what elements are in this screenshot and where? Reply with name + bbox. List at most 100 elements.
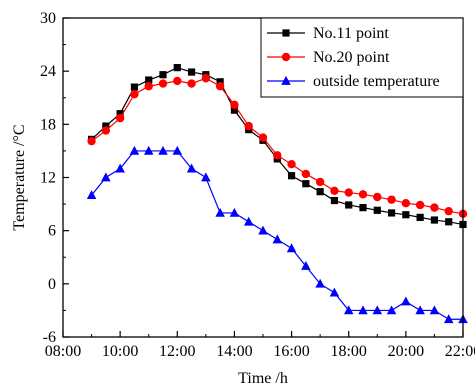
legend-item: outside temperature [267, 73, 440, 90]
x-tick-label: 18:00 [330, 343, 366, 360]
data-point [230, 106, 239, 114]
data-point [430, 216, 439, 224]
legend-marker [282, 29, 290, 37]
legend-label: No.20 point [313, 49, 390, 66]
data-point [401, 296, 411, 306]
series-2 [87, 74, 468, 219]
data-point [101, 126, 111, 135]
y-tick-label: 12 [40, 170, 56, 187]
axes: 08:00 10:00 12:00 14:00 16:00 18:00 20:00 22:00… [40, 10, 475, 360]
data-point [215, 207, 225, 217]
data-point [201, 172, 211, 182]
data-point [187, 68, 196, 76]
data-point [244, 121, 253, 131]
data-point [173, 76, 182, 86]
legend-marker [281, 75, 291, 85]
x-axis-title: Time /h [238, 370, 288, 387]
data-point [344, 188, 353, 197]
data-point [302, 180, 310, 188]
data-point [201, 74, 211, 83]
data-point [301, 261, 311, 270]
data-point [129, 145, 140, 155]
data-point [86, 190, 97, 200]
data-point [429, 305, 440, 315]
data-point [102, 122, 110, 130]
data-point [145, 76, 153, 84]
data-point [359, 204, 367, 212]
data-point [345, 201, 353, 209]
x-tick-label: 10:00 [102, 343, 138, 360]
legend-marker [281, 52, 291, 62]
data-point [143, 145, 154, 155]
plot-marks [86, 64, 468, 324]
data-point [316, 188, 324, 196]
data-point [343, 305, 354, 315]
data-point [144, 82, 153, 91]
data-point [130, 83, 139, 91]
data-point [172, 145, 183, 155]
data-point [443, 314, 454, 324]
y-tick-label: 18 [40, 116, 56, 133]
y-tick-label: 0 [48, 276, 56, 293]
data-point [286, 243, 297, 253]
data-point [116, 110, 124, 118]
legend-item: No.11 point [267, 25, 389, 42]
data-point [330, 186, 339, 195]
data-point [358, 305, 368, 315]
x-tick-label: 22:00 [445, 343, 475, 360]
x-tick-label: 16:00 [273, 343, 309, 360]
data-point [186, 163, 197, 173]
data-point [315, 177, 325, 187]
data-point [315, 278, 325, 288]
data-point [101, 172, 111, 182]
data-point [258, 225, 268, 235]
data-point [445, 218, 453, 226]
legend-item: No.20 point [267, 49, 390, 66]
data-point [115, 113, 125, 123]
data-point [258, 133, 268, 142]
data-point [272, 234, 283, 244]
legend-label: No.11 point [313, 25, 389, 42]
data-point [187, 79, 196, 88]
data-point [330, 196, 339, 205]
data-point [230, 100, 239, 110]
data-point [416, 213, 424, 221]
data-point [444, 206, 453, 216]
data-point [158, 145, 168, 155]
x-tick-label: 14:00 [216, 343, 252, 360]
y-tick-label: 6 [48, 223, 56, 240]
data-point [229, 207, 240, 217]
data-point [387, 209, 396, 217]
data-point [287, 172, 296, 180]
y-tick-label: 24 [40, 63, 56, 80]
data-point [243, 216, 254, 226]
data-point [358, 190, 368, 199]
x-tick-label: 20:00 [388, 343, 424, 360]
legend: No.11 point No.20 point outside temperatur… [260, 17, 464, 98]
data-point [216, 78, 224, 86]
data-point [173, 64, 181, 72]
data-point [373, 206, 381, 214]
data-point [372, 305, 383, 315]
data-point [329, 287, 340, 297]
y-tick-label: -6 [43, 329, 56, 346]
data-point [215, 82, 225, 91]
legend-label: outside temperature [313, 73, 440, 90]
data-point [386, 305, 397, 315]
data-point [301, 169, 311, 179]
y-tick-label: 30 [40, 10, 56, 27]
data-point [115, 163, 125, 173]
data-point [402, 211, 410, 219]
x-tick-label: 12:00 [159, 343, 195, 360]
data-point [401, 198, 411, 208]
data-point [158, 79, 168, 88]
data-point [415, 305, 425, 315]
data-point [387, 195, 396, 204]
data-point [130, 90, 139, 99]
data-point [415, 200, 425, 210]
data-point [373, 192, 382, 202]
data-point [287, 160, 296, 169]
data-point [273, 151, 282, 160]
